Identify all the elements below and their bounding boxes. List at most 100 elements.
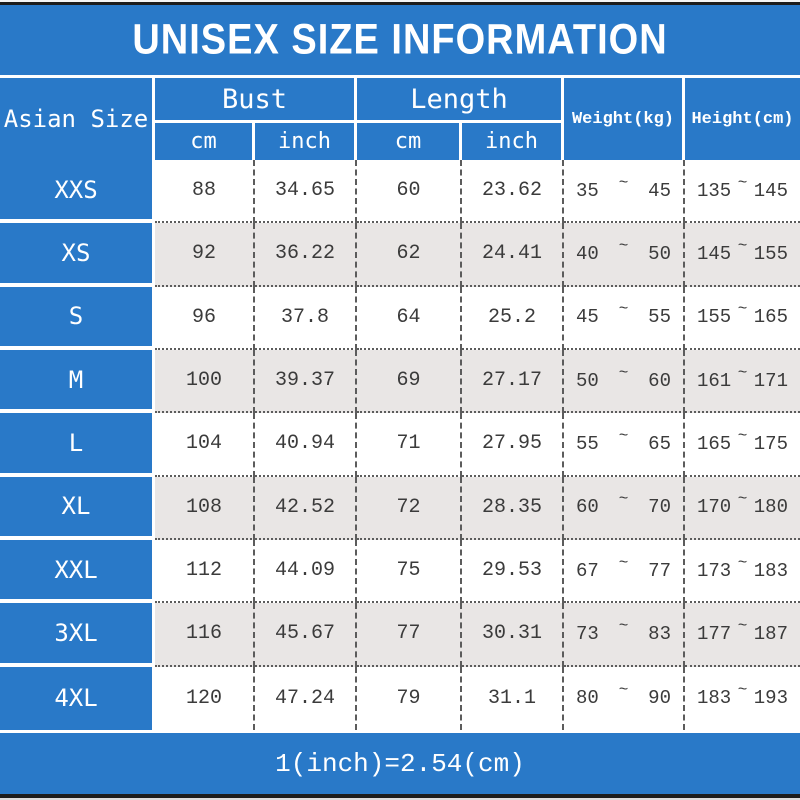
weight-min-value: 55	[576, 432, 599, 455]
range-tilde: ~	[737, 616, 748, 635]
weight-range-cell: 50 ~ 60	[564, 349, 685, 414]
height-max-value: 171	[753, 369, 788, 392]
weight-max-value: 60	[648, 369, 671, 392]
size-cell: XS	[0, 223, 155, 287]
weight-range-cell: 67 ~ 77	[564, 539, 685, 604]
title-bar: UNISEX SIZE INFORMATION	[0, 5, 800, 78]
length-cm-cell: 71	[357, 413, 462, 477]
length-inch-cell: 29.53	[462, 539, 564, 604]
size-cell: M	[0, 349, 155, 414]
length-cm-cell: 60	[357, 160, 462, 224]
range-tilde: ~	[618, 363, 629, 382]
weight-max-value: 70	[648, 496, 671, 519]
length-inch-cell: 23.62	[462, 160, 564, 224]
top-edge-highlight	[0, 0, 800, 2]
bust-inch-cell: 36.22	[255, 223, 357, 287]
length-inch-cell: 30.31	[462, 603, 564, 667]
header-bust-inch: inch	[255, 123, 357, 160]
weight-max-value: 77	[648, 559, 671, 582]
height-min-value: 177	[697, 622, 732, 645]
range-tilde: ~	[737, 173, 748, 192]
bust-cm-cell: 88	[155, 160, 255, 224]
weight-max-value: 90	[648, 687, 671, 710]
height-max-value: 187	[753, 622, 788, 645]
range-tilde: ~	[618, 553, 629, 572]
size-cell: 4XL	[0, 666, 155, 730]
footer-bar: 1(inch)=2.54(cm)	[0, 730, 800, 794]
bust-cm-cell: 104	[155, 413, 255, 477]
height-range-cell: 135 ~ 145	[685, 160, 800, 224]
weight-max-value: 83	[648, 622, 671, 645]
weight-min-value: 73	[576, 622, 599, 645]
height-range-cell: 183 ~ 193	[685, 666, 800, 730]
page-title: UNISEX SIZE INFORMATION	[132, 15, 668, 63]
weight-min-value: 80	[576, 687, 599, 710]
size-cell: 3XL	[0, 603, 155, 667]
length-cm-cell: 79	[357, 666, 462, 730]
top-border	[0, 2, 800, 5]
length-cm-cell: 72	[357, 476, 462, 540]
height-range-cell: 145 ~ 155	[685, 223, 800, 287]
weight-min-value: 60	[576, 496, 599, 519]
weight-min-value: 67	[576, 559, 599, 582]
bust-inch-cell: 40.94	[255, 413, 357, 477]
header-length-inch: inch	[462, 123, 564, 160]
size-cell: S	[0, 286, 155, 350]
length-inch-cell: 31.1	[462, 666, 564, 730]
table-row: XL 108 42.52 72 28.35 60 ~ 70 170 ~ 180	[0, 476, 800, 540]
height-max-value: 183	[753, 559, 788, 582]
bust-inch-cell: 45.67	[255, 603, 357, 667]
height-range-cell: 155 ~ 165	[685, 286, 800, 350]
height-min-value: 183	[697, 687, 732, 710]
table-row: XS 92 36.22 62 24.41 40 ~ 50 145 ~ 155	[0, 223, 800, 287]
range-tilde: ~	[737, 426, 748, 445]
table-row: 4XL 120 47.24 79 31.1 80 ~ 90 183 ~ 193	[0, 666, 800, 730]
bottom-edge-highlight	[0, 798, 800, 800]
length-inch-cell: 27.95	[462, 413, 564, 477]
weight-max-value: 50	[648, 242, 671, 265]
range-tilde: ~	[618, 426, 629, 445]
table-header: Asian Size Bust Length Weight(kg) Height…	[0, 78, 800, 160]
range-tilde: ~	[618, 173, 629, 192]
bust-inch-cell: 44.09	[255, 539, 357, 604]
bust-cm-cell: 120	[155, 666, 255, 730]
header-asian-size: Asian Size	[0, 78, 155, 160]
length-cm-cell: 69	[357, 349, 462, 414]
header-height: Height(cm)	[685, 78, 800, 160]
size-cell: L	[0, 413, 155, 477]
range-tilde: ~	[618, 300, 629, 319]
bust-inch-cell: 34.65	[255, 160, 357, 224]
length-inch-cell: 24.41	[462, 223, 564, 287]
range-tilde: ~	[618, 490, 629, 509]
header-weight: Weight(kg)	[564, 78, 685, 160]
range-tilde: ~	[737, 363, 748, 382]
conversion-note: 1(inch)=2.54(cm)	[275, 748, 525, 779]
bust-inch-cell: 39.37	[255, 349, 357, 414]
height-min-value: 135	[697, 179, 732, 202]
range-tilde: ~	[618, 236, 629, 255]
height-max-value: 193	[753, 687, 788, 710]
height-min-value: 161	[697, 369, 732, 392]
weight-range-cell: 35 ~ 45	[564, 160, 685, 224]
table-row: 3XL 116 45.67 77 30.31 73 ~ 83 177 ~ 187	[0, 603, 800, 667]
weight-range-cell: 55 ~ 65	[564, 413, 685, 477]
table-row: M 100 39.37 69 27.17 50 ~ 60 161 ~ 171	[0, 349, 800, 414]
height-min-value: 165	[697, 432, 732, 455]
length-inch-cell: 27.17	[462, 349, 564, 414]
length-inch-cell: 28.35	[462, 476, 564, 540]
bust-cm-cell: 112	[155, 539, 255, 604]
range-tilde: ~	[737, 236, 748, 255]
weight-max-value: 65	[648, 432, 671, 455]
table-row: XXL 112 44.09 75 29.53 67 ~ 77 173 ~ 183	[0, 539, 800, 604]
weight-max-value: 45	[648, 179, 671, 202]
table-body: XXS 88 34.65 60 23.62 35 ~ 45 135 ~ 145 …	[0, 160, 800, 730]
weight-min-value: 50	[576, 369, 599, 392]
header-bust-cm: cm	[155, 123, 255, 160]
length-cm-cell: 62	[357, 223, 462, 287]
weight-min-value: 35	[576, 179, 599, 202]
length-cm-cell: 77	[357, 603, 462, 667]
weight-range-cell: 40 ~ 50	[564, 223, 685, 287]
range-tilde: ~	[737, 553, 748, 572]
height-max-value: 165	[753, 306, 788, 329]
